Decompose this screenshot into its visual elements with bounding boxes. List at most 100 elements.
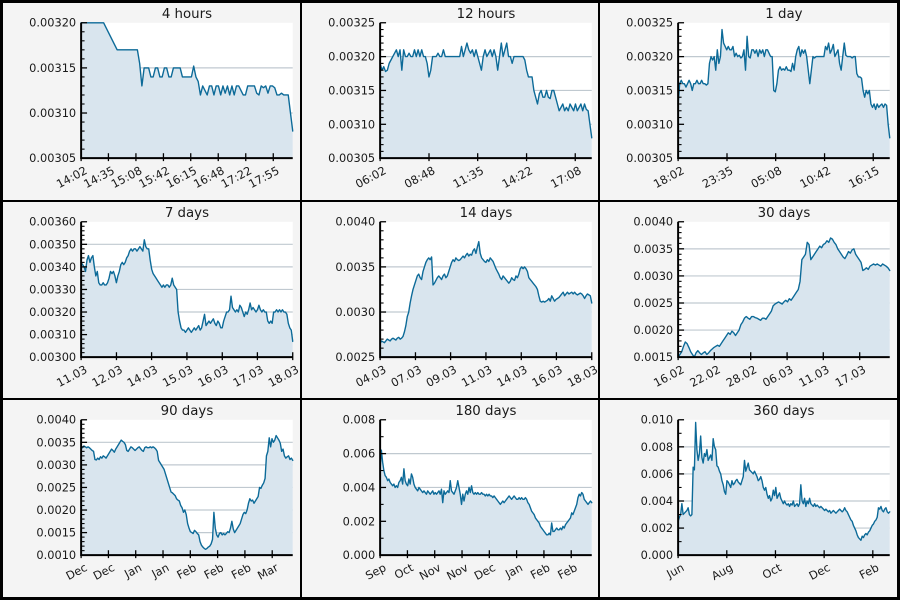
area-series — [678, 237, 891, 357]
axis — [378, 22, 592, 160]
x-tick-label: 17.03 — [833, 362, 868, 390]
axis — [80, 22, 293, 160]
x-tick-label: 12.03 — [89, 362, 124, 390]
x-tick-label: Dec — [63, 561, 89, 584]
y-tick-label: 0.00325 — [627, 16, 674, 30]
y-tick-label: 0.00325 — [328, 16, 375, 30]
y-tick-label: 0.004 — [342, 481, 375, 495]
x-tick-label: 15.03 — [160, 362, 195, 390]
chart-svg: 0.000 0.002 0.004 0.006 0.008 0.010 Jun Aug Oct D… — [641, 404, 891, 584]
x-tick-label: Feb — [174, 561, 198, 583]
chart-panel-30-days: 0.0015 0.0020 0.0025 0.0030 0.0035 0.0040 16.0… — [599, 200, 898, 400]
y-tick-label: 0.002 — [342, 515, 375, 529]
y-tick-label: 0.008 — [641, 440, 674, 454]
y-tick-label: 0.000 — [342, 548, 375, 562]
y-tick-label: 0.0025 — [335, 350, 375, 364]
x-tick-label: Dec — [807, 561, 833, 584]
chart-panel-90-days: 0.0010 0.0015 0.0020 0.0025 0.0030 0.0035 0.00… — [2, 399, 301, 598]
y-tick-label: 0.0025 — [634, 296, 674, 310]
axis — [677, 420, 891, 557]
y-tick-label: 0.00310 — [29, 327, 76, 341]
x-tick-label: Jan — [121, 561, 144, 582]
y-tick-label: 0.0010 — [36, 548, 76, 562]
chart-panel-180-days: 0.000 0.002 0.004 0.006 0.008 Sep Oct Nov Nov Dec… — [300, 399, 600, 598]
chart-title: 30 days — [758, 205, 811, 220]
x-tick-label: Feb — [528, 561, 552, 583]
x-tick-label: 16.03 — [529, 362, 564, 390]
x-tick-label: 04.03 — [353, 362, 388, 390]
y-tick-label: 0.00320 — [29, 16, 76, 30]
axis — [80, 420, 293, 557]
x-tick-label: 22.02 — [688, 362, 723, 390]
y-tick-label: 0.006 — [641, 467, 674, 481]
x-tick-label: 18.03 — [564, 362, 598, 390]
y-tick-label: 0.00315 — [29, 61, 76, 75]
x-tick-label: 17:08 — [548, 163, 584, 191]
chart-title: 14 days — [459, 205, 512, 220]
x-tick-label: 16.02 — [651, 362, 686, 390]
chart-title: 180 days — [455, 404, 516, 419]
line-series — [677, 236, 891, 358]
y-tick-label: 0.00320 — [29, 305, 76, 319]
x-tick-label: Nov — [417, 560, 443, 583]
x-tick-label: Feb — [202, 561, 226, 583]
line-series — [677, 28, 891, 139]
axis — [80, 221, 293, 358]
x-tick-label: 28.02 — [724, 362, 759, 390]
x-tick-label: 18.03 — [266, 362, 300, 390]
x-tick-label: 18:02 — [651, 163, 687, 191]
chart-svg: 0.00305 0.00310 0.00315 0.00320 0.00325 18:02… — [627, 7, 891, 191]
chart-svg: 0.00305 0.00310 0.00315 0.00320 0.00325 06:02… — [328, 7, 593, 191]
line-series — [80, 22, 294, 132]
y-tick-label: 0.006 — [342, 447, 375, 461]
y-tick-label: 0.0035 — [634, 241, 674, 255]
x-tick-label: Dec — [91, 561, 117, 584]
chart-title: 360 days — [754, 404, 815, 419]
y-tick-label: 0.00320 — [627, 50, 674, 64]
x-tick-label: Feb — [555, 561, 579, 583]
area-series — [379, 241, 592, 357]
y-tick-label: 0.00315 — [627, 83, 674, 97]
chart-svg: 0.00300 0.00310 0.00320 0.00330 0.00340 0.003… — [29, 205, 300, 390]
line-series — [379, 240, 593, 344]
area-series — [678, 29, 891, 159]
x-tick-label: 14:22 — [499, 163, 535, 191]
x-tick-label: 11.03 — [459, 362, 494, 390]
chart-title: 7 days — [165, 205, 209, 220]
x-tick-label: 09.03 — [423, 362, 458, 390]
chart-title: 4 hours — [162, 7, 212, 22]
x-tick-label: Feb — [229, 561, 253, 583]
y-tick-label: 0.00350 — [29, 237, 76, 251]
chart-panel-360-days: 0.000 0.002 0.004 0.006 0.008 0.010 Jun Aug Oct D… — [599, 399, 898, 598]
y-tick-label: 0.00300 — [29, 350, 76, 364]
y-tick-label: 0.00305 — [29, 151, 76, 165]
y-tick-label: 0.0030 — [335, 305, 375, 319]
x-tick-label: Oct — [391, 560, 415, 582]
x-tick-label: Oct — [760, 560, 784, 582]
chart-title: 12 hours — [456, 7, 515, 22]
x-tick-label: 11.03 — [54, 362, 89, 390]
x-tick-label: 06.03 — [760, 362, 795, 390]
x-tick-label: Dec — [471, 561, 497, 584]
x-tick-label: 14.03 — [125, 362, 160, 390]
chart-panel-4-hours: 0.00305 0.00310 0.00315 0.00320 14:02 14:35 15… — [2, 2, 301, 201]
y-tick-label: 0.00305 — [328, 151, 375, 165]
x-tick-label: 07.03 — [388, 362, 423, 390]
y-tick-label: 0.0040 — [36, 413, 76, 427]
axis — [378, 420, 592, 557]
y-tick-label: 0.00305 — [627, 151, 674, 165]
y-tick-label: 0.002 — [641, 521, 674, 535]
area-series — [379, 450, 592, 556]
x-tick-label: 23:35 — [700, 163, 736, 191]
axis — [677, 221, 891, 358]
y-tick-label: 0.0040 — [634, 214, 674, 228]
x-tick-label: Feb — [857, 561, 881, 583]
axis — [378, 221, 592, 358]
x-tick-label: 10:42 — [798, 163, 834, 191]
x-tick-label: Jan — [148, 561, 171, 582]
y-tick-label: 0.00330 — [29, 282, 76, 296]
y-tick-label: 0.0020 — [634, 323, 674, 337]
y-tick-label: 0.0040 — [335, 214, 375, 228]
y-tick-label: 0.0020 — [36, 503, 76, 517]
